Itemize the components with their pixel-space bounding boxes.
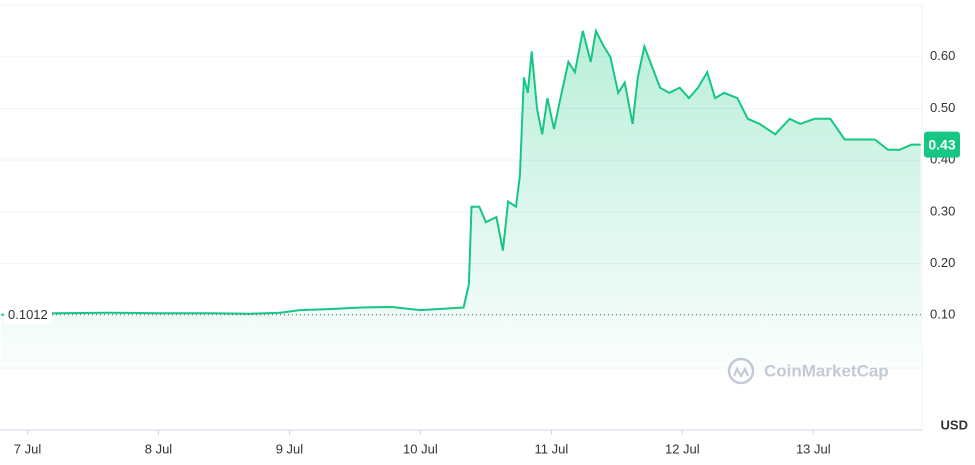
- x-tick-label: 11 Jul: [534, 441, 568, 456]
- y-tick-label: 0.10: [930, 307, 955, 322]
- open-price-bg: [4, 305, 52, 324]
- x-tick-label: 13 Jul: [796, 441, 831, 456]
- y-tick-label: 0.60: [930, 48, 955, 63]
- currency-label: USD: [941, 417, 968, 432]
- open-price-label: 0.1012: [8, 307, 48, 322]
- price-line: [1, 27, 921, 316]
- x-tick-label: 10 Jul: [403, 441, 438, 456]
- current-price-label: 0.43: [928, 136, 955, 152]
- y-tick-label: 0.50: [930, 100, 955, 115]
- y-tick-label: 0.30: [930, 203, 955, 218]
- current-price-badge: [924, 131, 960, 158]
- x-tick-label: 12 Jul: [665, 441, 700, 456]
- x-tick-label: 9 Jul: [276, 441, 304, 456]
- y-tick-label: 0.20: [930, 255, 955, 270]
- price-area: [1, 30, 921, 368]
- x-tick-label: 7 Jul: [14, 441, 42, 456]
- x-tick-label: 8 Jul: [145, 441, 173, 456]
